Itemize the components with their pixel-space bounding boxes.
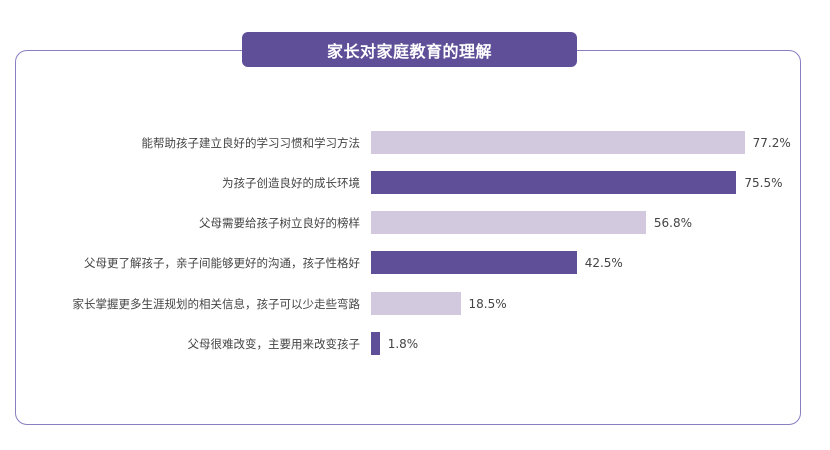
category-label: 父母需要给孩子树立良好的榜样 [199,216,360,230]
bar-row: 家长掌握更多生涯规划的相关信息，孩子可以少走些弯路 18.5% [0,292,830,316]
value-label: 75.5% [744,176,783,190]
value-label: 18.5% [468,297,507,311]
bar-row: 能帮助孩子建立良好的学习习惯和学习方法 77.2% [0,131,830,155]
category-label: 父母更了解孩子，亲子间能够更好的沟通，孩子性格好 [84,256,360,270]
bar-row: 为孩子创造良好的成长环境 75.5% [0,171,830,195]
bar-row: 父母需要给孩子树立良好的榜样 56.8% [0,211,830,235]
bar [371,171,737,194]
bar [371,292,461,315]
bar [371,251,577,274]
chart-frame [15,50,801,425]
category-label: 家长掌握更多生涯规划的相关信息，孩子可以少走些弯路 [72,297,361,311]
bar [371,332,380,355]
bar [371,211,646,234]
category-label: 父母很难改变，主要用来改变孩子 [187,337,361,351]
chart-title: 家长对家庭教育的理解 [242,32,577,67]
category-label: 能帮助孩子建立良好的学习习惯和学习方法 [141,136,361,150]
category-label: 为孩子创造良好的成长环境 [222,176,360,190]
bar-row: 父母更了解孩子，亲子间能够更好的沟通，孩子性格好 42.5% [0,251,830,275]
value-label: 1.8% [387,337,419,351]
bar-row: 父母很难改变，主要用来改变孩子 1.8% [0,332,830,356]
bar [371,131,745,154]
value-label: 42.5% [584,256,623,270]
value-label: 56.8% [653,216,693,230]
value-label: 77.2% [752,136,791,150]
